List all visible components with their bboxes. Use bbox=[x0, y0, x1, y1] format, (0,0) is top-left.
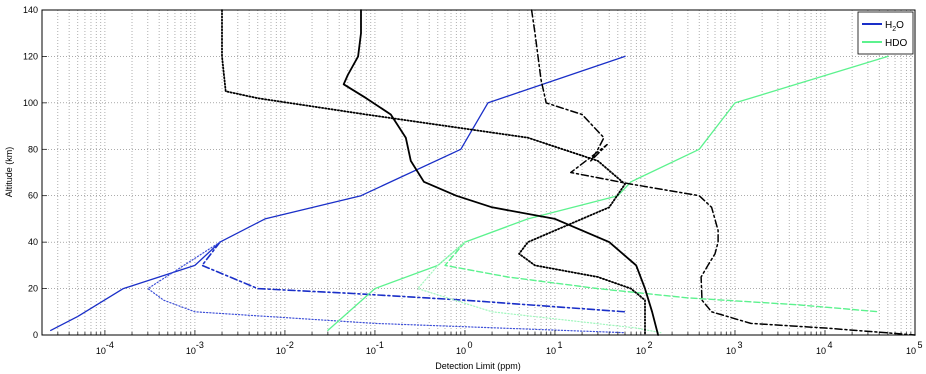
black-solid-series bbox=[342, 9, 659, 336]
h2o-dotted-series bbox=[147, 241, 626, 334]
hdo-solid-series bbox=[327, 55, 889, 332]
x-tick-label-exponent: 3 bbox=[737, 340, 742, 350]
x-tick-label: 10 bbox=[96, 346, 106, 356]
x-tick-label-exponent: -1 bbox=[376, 340, 384, 350]
grid-lines bbox=[41, 10, 916, 335]
x-tick-label: 10 bbox=[906, 346, 916, 356]
black-dotted-series bbox=[221, 9, 646, 336]
x-tick-label: 10 bbox=[726, 346, 736, 356]
h2o-dashdot-series bbox=[201, 241, 626, 313]
legend: H2O HDO bbox=[857, 11, 914, 55]
x-tick-label: 10 bbox=[816, 346, 826, 356]
x-tick-label-exponent: 4 bbox=[827, 340, 832, 350]
y-tick-label: 100 bbox=[23, 98, 38, 108]
y-tick-label: 80 bbox=[28, 144, 38, 154]
tick-marks bbox=[41, 9, 916, 336]
x-tick-label-exponent: -2 bbox=[286, 340, 294, 350]
x-tick-label: 10 bbox=[366, 346, 376, 356]
black-dashdot-series bbox=[530, 9, 916, 336]
x-tick-label: 10 bbox=[546, 346, 556, 356]
y-tick-label: 60 bbox=[28, 191, 38, 201]
x-tick-label: 10 bbox=[186, 346, 196, 356]
plot-frame bbox=[41, 9, 916, 336]
y-tick-label: 40 bbox=[28, 237, 38, 247]
hdo-dashed-series bbox=[444, 241, 880, 313]
y-tick-label: 120 bbox=[23, 51, 38, 61]
x-tick-label-exponent: 5 bbox=[917, 340, 922, 350]
x-tick-label-exponent: 2 bbox=[647, 340, 652, 350]
legend-label: H2O bbox=[885, 20, 904, 33]
x-tick-label-exponent: -3 bbox=[196, 340, 204, 350]
legend-label: HDO bbox=[885, 38, 907, 49]
hdo-dotted-series bbox=[417, 241, 662, 334]
series-layer bbox=[50, 9, 916, 336]
h2o-solid-series bbox=[50, 55, 626, 332]
y-tick-labels: 0 20 40 60 80 100 120 140 bbox=[23, 5, 38, 340]
x-tick-label-exponent: 1 bbox=[557, 340, 562, 350]
y-tick-label: 20 bbox=[28, 284, 38, 294]
y-axis-title: Altitude (km) bbox=[4, 147, 14, 198]
x-tick-label: 10 bbox=[636, 346, 646, 356]
legend-box bbox=[857, 11, 914, 55]
x-tick-label-exponent: -4 bbox=[106, 340, 114, 350]
x-axis-title: Detection Limit (ppm) bbox=[435, 361, 521, 371]
x-tick-label-exponent: 0 bbox=[467, 340, 472, 350]
y-tick-label: 0 bbox=[33, 330, 38, 340]
y-tick-label: 140 bbox=[23, 5, 38, 15]
x-tick-label: 10 bbox=[456, 346, 466, 356]
x-tick-label: 10 bbox=[276, 346, 286, 356]
